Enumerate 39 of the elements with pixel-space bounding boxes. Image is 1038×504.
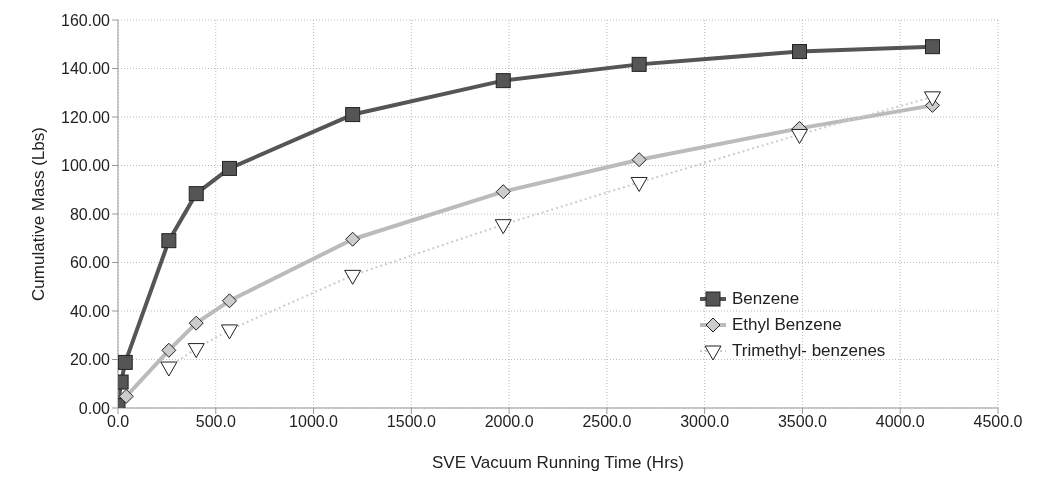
point	[118, 354, 133, 370]
legend-label: Trimethyl- benzenes	[732, 341, 886, 361]
point	[924, 39, 940, 55]
y-tick-label: 20.00	[69, 351, 111, 369]
point	[118, 388, 134, 404]
y-tick-label: 120.00	[61, 108, 111, 126]
x-tick-label: 500.0	[195, 413, 236, 431]
point	[345, 231, 361, 247]
x-tick-label: 2500.0	[582, 413, 632, 431]
point	[161, 233, 177, 249]
x-tick-label: 1500.0	[386, 413, 436, 431]
y-tick-label: 60.00	[69, 254, 111, 272]
y-tick-label: 100.00	[61, 157, 111, 175]
point	[345, 107, 361, 123]
y-tick-label: 140.00	[61, 60, 111, 78]
x-tick-label: 4000.0	[875, 413, 925, 431]
x-tick-label: 3500.0	[777, 413, 828, 431]
legend-label: Benzene	[732, 289, 800, 309]
x-tick-label: 4500.0	[973, 413, 1023, 431]
point	[221, 293, 237, 309]
x-axis-title: SVE Vacuum Running Time (Hrs)	[432, 453, 684, 472]
point	[161, 342, 177, 358]
point	[631, 56, 647, 72]
point	[792, 44, 808, 60]
y-axis-title: Cumulative Mass (Lbs)	[29, 127, 49, 301]
x-tick-label: 3000.0	[680, 413, 730, 431]
point	[221, 160, 237, 176]
point	[495, 184, 511, 200]
legend-label: Ethyl Benzene	[732, 315, 842, 335]
y-tick-label: 80.00	[69, 205, 111, 223]
x-tick-label: 2000.0	[484, 413, 534, 431]
point	[188, 315, 204, 331]
point	[631, 152, 647, 168]
x-tick-label: 0.0	[106, 413, 130, 431]
y-tick-label: 40.00	[69, 302, 111, 320]
x-tick-label: 1000.0	[289, 413, 339, 431]
point	[495, 73, 511, 89]
y-tick-label: 160.00	[61, 11, 111, 29]
point	[188, 186, 204, 202]
